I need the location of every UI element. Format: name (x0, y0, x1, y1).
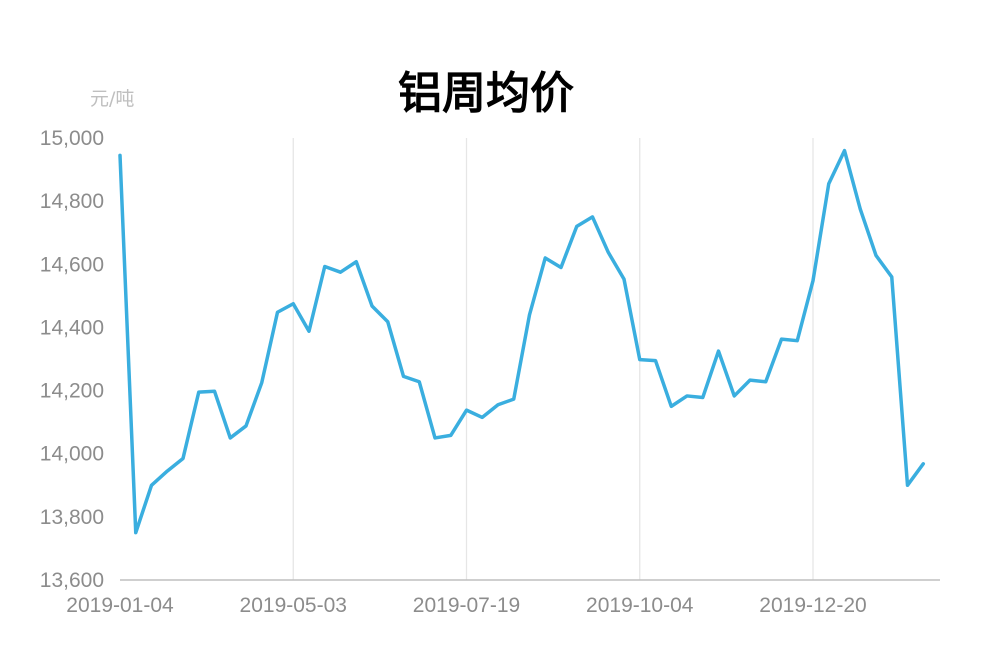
series-layer (118, 148, 925, 535)
y-tick-label: 14,200 (40, 380, 104, 403)
data-point (292, 302, 295, 305)
data-point (512, 397, 515, 401)
y-tick-label: 14,600 (40, 253, 104, 276)
data-point (181, 457, 185, 460)
data-point (685, 394, 689, 398)
data-point (244, 424, 248, 428)
y-tick-label: 15,000 (40, 127, 104, 150)
data-point (922, 462, 925, 466)
y-tick-label: 13,800 (40, 506, 104, 529)
data-point (733, 394, 736, 398)
data-point (496, 403, 500, 406)
data-point (465, 408, 468, 412)
price-series-line (118, 148, 925, 535)
data-point (213, 390, 216, 393)
data-point (764, 380, 767, 383)
data-point (717, 349, 720, 353)
gridlines (292, 138, 814, 580)
data-point (166, 469, 169, 473)
x-tick-label: 2019-12-20 (759, 594, 866, 617)
y-tick-label: 14,400 (40, 316, 104, 339)
data-point (323, 265, 326, 268)
data-point (748, 378, 752, 382)
y-axis-unit-label: 元/吨 (90, 88, 134, 110)
data-point (575, 225, 578, 228)
data-point (591, 215, 594, 219)
data-point (307, 330, 311, 333)
data-point (670, 405, 673, 408)
data-point (276, 311, 279, 314)
data-point (370, 304, 374, 308)
data-point (607, 251, 610, 254)
y-tick-label: 14,000 (40, 443, 104, 466)
data-point (890, 275, 893, 279)
data-point (638, 358, 641, 361)
data-point (339, 270, 342, 274)
data-point (827, 182, 830, 185)
data-point (859, 207, 862, 211)
x-tick-label: 2019-01-04 (66, 594, 174, 617)
data-point (433, 436, 437, 440)
y-axis-ticks: 13,600 13,800 14,000 14,200 14,400 14,600 14,8… (40, 127, 104, 592)
data-point (260, 381, 263, 384)
data-point (701, 396, 704, 399)
data-point (402, 375, 405, 378)
data-point (544, 256, 547, 260)
y-tick-label: 14,800 (40, 190, 104, 213)
data-point (449, 434, 452, 437)
data-point (780, 337, 783, 341)
data-point (386, 320, 389, 323)
data-point (355, 260, 358, 263)
data-point (874, 254, 878, 257)
data-point (229, 436, 232, 440)
chart-title: 铝周均价 (398, 68, 574, 119)
data-point (481, 416, 484, 419)
x-tick-label: 2019-10-04 (586, 594, 694, 617)
data-point (654, 359, 657, 362)
data-point (134, 531, 137, 534)
data-point (622, 277, 626, 281)
data-point (811, 279, 815, 282)
x-axis-ticks: 2019-01-04 2019-05-03 2019-07-19 2019-10-04… (66, 594, 866, 617)
data-point (118, 154, 122, 157)
x-tick-label: 2019-05-03 (240, 594, 347, 617)
x-tick-label: 2019-07-19 (413, 594, 520, 617)
data-point (906, 484, 909, 487)
data-point (197, 390, 200, 394)
data-point (418, 380, 421, 383)
data-point (796, 339, 799, 342)
data-point (559, 266, 563, 269)
data-point (150, 484, 153, 487)
data-point (843, 149, 846, 152)
data-point (528, 313, 531, 316)
y-tick-label: 13,600 (40, 569, 104, 592)
